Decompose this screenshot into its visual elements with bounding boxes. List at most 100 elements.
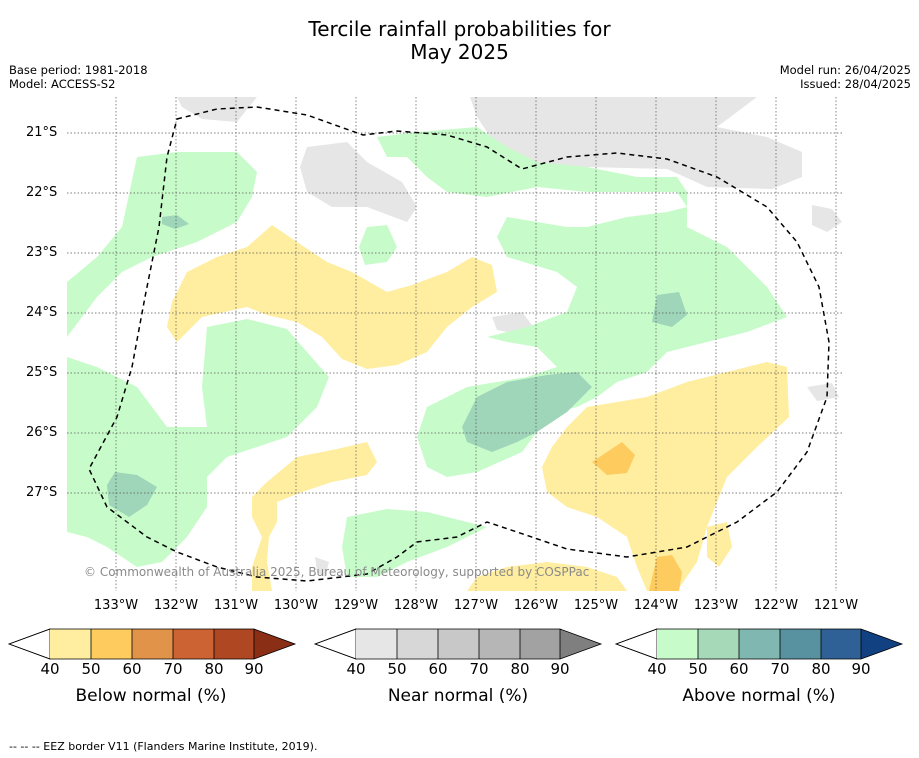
above-normal-colorbar — [615, 628, 904, 660]
colorbar-tick: 40 — [40, 660, 60, 678]
near-normal-regions — [67, 97, 842, 577]
below-normal-region — [592, 442, 635, 475]
lat-label: 25°S — [26, 365, 58, 380]
map-title: Tercile rainfall probabilities for May 2… — [0, 18, 919, 64]
colorbar-tick: 40 — [346, 660, 366, 678]
below-normal-colorbar — [8, 628, 297, 660]
base-period-text: Base period: 1981-2018 — [9, 63, 148, 77]
map-canvas — [67, 97, 843, 591]
below-normal-regions — [167, 225, 789, 591]
colorbar-tick: 50 — [387, 660, 407, 678]
colorbar-tick: 60 — [729, 660, 749, 678]
colorbar-swatch — [438, 629, 479, 659]
below-normal-region — [649, 555, 682, 591]
title-line-2: May 2025 — [410, 40, 509, 64]
colorbar-swatch — [91, 629, 132, 659]
colorbar-tick: 40 — [647, 660, 667, 678]
near-normal-region — [315, 557, 329, 577]
above-normal-region — [67, 152, 257, 337]
colorbar-tick: 50 — [688, 660, 708, 678]
colorbar-tick: 70 — [469, 660, 489, 678]
colorbar-swatch — [214, 629, 254, 659]
lon-label: 130°W — [273, 598, 319, 613]
colorbar-swatch — [698, 629, 739, 659]
colorbar-swatch — [397, 629, 438, 659]
eez-footnote: -- -- -- EEZ border V11 (Flanders Marine… — [9, 740, 318, 753]
colorbar-swatch — [861, 629, 902, 659]
colorbar-swatch — [254, 629, 295, 659]
near-normal-region — [812, 205, 842, 232]
lon-label: 121°W — [813, 598, 859, 613]
colorbar-tick: 50 — [81, 660, 101, 678]
above-normal-region — [342, 509, 487, 577]
near-normal-region — [300, 142, 417, 222]
lat-label: 21°S — [26, 125, 58, 140]
meta-left: Base period: 1981-2018 Model: ACCESS-S2 — [9, 63, 148, 91]
colorbar-tick: 80 — [811, 660, 831, 678]
above-normal-region — [462, 372, 592, 452]
colorbar-tick: 90 — [851, 660, 871, 678]
lon-label: 122°W — [753, 598, 799, 613]
below-normal-region — [542, 362, 789, 591]
above-normal-50-regions — [107, 215, 687, 517]
lat-label: 26°S — [26, 425, 58, 440]
colorbar-swatch — [739, 629, 780, 659]
lon-label: 128°W — [393, 598, 439, 613]
above-normal-region — [359, 225, 397, 265]
colorbar-tick: 60 — [428, 660, 448, 678]
near-normal-region — [177, 97, 257, 122]
lon-label: 124°W — [633, 598, 679, 613]
copyright-text: © Commonwealth of Australia 2025, Bureau… — [84, 565, 590, 579]
lon-label: 127°W — [453, 598, 499, 613]
above-normal-title: Above normal (%) — [682, 686, 836, 706]
colorbar-swatch — [780, 629, 821, 659]
colorbar-tick: 80 — [510, 660, 530, 678]
lon-label: 123°W — [693, 598, 739, 613]
colorbar-swatch — [520, 629, 560, 659]
below-normal-50-regions — [592, 442, 682, 591]
above-normal-region — [107, 472, 157, 517]
above-normal-region — [162, 215, 189, 229]
below-normal-region — [252, 442, 377, 591]
model-text: Model: ACCESS-S2 — [9, 77, 116, 91]
colorbar-tick: 80 — [204, 660, 224, 678]
above-normal-region — [377, 127, 787, 477]
colorbar-tick: 60 — [122, 660, 142, 678]
model-run-text: Model run: 26/04/2025 — [779, 63, 911, 77]
lon-label: 132°W — [153, 598, 199, 613]
lon-label: 133°W — [93, 598, 139, 613]
colorbar-tick: 90 — [244, 660, 264, 678]
lon-label: 126°W — [513, 598, 559, 613]
lon-label: 129°W — [333, 598, 379, 613]
colorbar-tick: 70 — [770, 660, 790, 678]
colorbar-swatch — [356, 629, 397, 659]
near-normal-colorbar — [314, 628, 603, 660]
colorbar-tick: 90 — [550, 660, 570, 678]
issued-text: Issued: 28/04/2025 — [800, 77, 911, 91]
near-normal-region — [807, 383, 839, 401]
lon-label: 131°W — [213, 598, 259, 613]
lat-label: 27°S — [26, 485, 58, 500]
colorbar-swatch — [657, 629, 698, 659]
lat-label: 23°S — [26, 245, 58, 260]
below-normal-region — [167, 225, 497, 369]
meta-right: Model run: 26/04/2025 Issued: 28/04/2025 — [780, 63, 911, 91]
colorbar-swatch — [560, 629, 601, 659]
near-normal-title: Near normal (%) — [387, 686, 529, 706]
colorbar-swatch — [50, 629, 91, 659]
map-area — [67, 97, 843, 591]
below-normal-region — [467, 562, 627, 591]
colorbar-swatch — [479, 629, 520, 659]
below-normal-title: Below normal (%) — [75, 686, 227, 706]
eez-border — [88, 106, 830, 582]
above-normal-region — [67, 319, 329, 567]
lat-label: 22°S — [26, 185, 58, 200]
above-normal-region — [652, 292, 687, 327]
lon-label: 125°W — [573, 598, 619, 613]
below-normal-region — [707, 522, 732, 567]
colorbar-swatch — [132, 629, 173, 659]
colorbar-swatch — [821, 629, 861, 659]
colorbar-tick: 70 — [163, 660, 183, 678]
title-line-1: Tercile rainfall probabilities for — [308, 17, 611, 41]
lat-label: 24°S — [26, 305, 58, 320]
